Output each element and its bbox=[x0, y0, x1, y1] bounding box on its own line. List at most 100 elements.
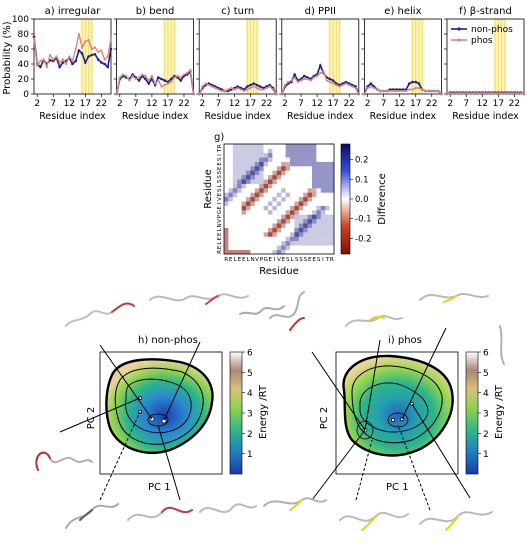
heatmap-cell bbox=[232, 144, 238, 149]
heatmap-cell bbox=[224, 218, 229, 224]
data-point bbox=[494, 92, 497, 95]
heatmap-cell bbox=[285, 174, 291, 180]
panel-i-pointer-2 bbox=[364, 339, 381, 431]
heatmap-cell bbox=[232, 196, 238, 202]
heatmap-cell bbox=[290, 240, 295, 246]
heatmap-cell bbox=[263, 236, 269, 242]
data-point bbox=[115, 92, 118, 96]
heatmap-cell bbox=[281, 166, 286, 171]
heatmap-cell bbox=[254, 192, 260, 198]
heatmap-cell bbox=[285, 214, 291, 220]
heatmap-y-tick-label: S bbox=[217, 175, 223, 179]
panel-h-pointer-4 bbox=[157, 424, 181, 501]
data-point bbox=[134, 77, 137, 81]
snapshot-h-top-left bbox=[65, 302, 135, 327]
heatmap-cell bbox=[316, 192, 322, 198]
data-point bbox=[100, 61, 103, 64]
y-tick-label: 100 bbox=[12, 15, 29, 25]
x-tick-label: 12 bbox=[477, 99, 488, 109]
heatmap-cell bbox=[298, 157, 304, 162]
heatmap-cell bbox=[237, 188, 242, 193]
panel-i-colorbar bbox=[465, 351, 479, 475]
heatmap-cell bbox=[276, 245, 282, 250]
snapshot-i-bottom-center-accent bbox=[361, 515, 377, 531]
heatmap-cell bbox=[329, 157, 335, 162]
heatmap-cell bbox=[325, 148, 330, 154]
heatmap-cell bbox=[228, 161, 234, 167]
heatmap-x-tick-label: T bbox=[325, 257, 330, 263]
data-point bbox=[169, 77, 173, 81]
heatmap-cell bbox=[329, 218, 335, 224]
data-point bbox=[430, 89, 433, 93]
heatmap-cell bbox=[272, 152, 278, 158]
heatmap-cell bbox=[272, 196, 278, 202]
x-tick-label: 2 bbox=[200, 99, 206, 109]
heatmap-cell bbox=[290, 232, 295, 237]
x-tick-label: 22 bbox=[96, 99, 107, 109]
data-point bbox=[477, 92, 481, 95]
heatmap-cell bbox=[294, 152, 300, 158]
heatmap-cell bbox=[232, 170, 238, 176]
heatmap-cell bbox=[241, 144, 247, 149]
heatmap-cell bbox=[263, 223, 269, 228]
heatmap-cell bbox=[259, 188, 264, 193]
colorbar-tick-label: 0.0 bbox=[355, 195, 369, 205]
data-point bbox=[230, 86, 233, 90]
data-point bbox=[109, 37, 113, 40]
heatmap-cell bbox=[312, 183, 317, 189]
data-point bbox=[214, 86, 217, 90]
snapshot-h-bottom-left bbox=[65, 503, 119, 529]
heatmap-cell bbox=[294, 214, 300, 220]
heatmap-cell bbox=[281, 144, 286, 149]
heatmap-cell bbox=[241, 210, 247, 215]
x-tick-label: 7 bbox=[50, 99, 56, 109]
data-point bbox=[481, 92, 484, 95]
panel-2: b) bend 2 7 12 17 22 Residue index bbox=[113, 6, 195, 122]
x-tick-label: 17 bbox=[493, 99, 504, 109]
heatmap-cell bbox=[263, 157, 269, 162]
heatmap-cell bbox=[224, 210, 229, 215]
x-tick-label: 2 bbox=[365, 99, 371, 109]
heatmap-cell bbox=[263, 214, 269, 220]
heatmap-cell bbox=[312, 148, 317, 154]
heatmap-cell bbox=[320, 144, 326, 149]
data-point bbox=[497, 92, 500, 95]
heatmap-cell bbox=[259, 161, 264, 167]
heatmap-cell bbox=[298, 166, 304, 171]
heatmap-cell bbox=[241, 205, 247, 211]
data-point bbox=[408, 88, 411, 91]
data-point bbox=[103, 58, 106, 61]
heatmap-cell bbox=[237, 201, 242, 206]
panel-title: d) PPII bbox=[305, 6, 336, 17]
heatmap-cell bbox=[268, 174, 273, 180]
data-point bbox=[144, 74, 147, 78]
data-point bbox=[55, 55, 58, 58]
heatmap-cell bbox=[241, 227, 247, 233]
heatmap-cell bbox=[276, 174, 282, 180]
colorbar-tick-label: -0.1 bbox=[355, 215, 372, 225]
heatmap-cell bbox=[228, 188, 234, 193]
heatmap-y-tick-label: G bbox=[217, 210, 223, 214]
heatmap-cell bbox=[290, 166, 295, 171]
heatmap-cell bbox=[232, 232, 238, 237]
data-point bbox=[42, 58, 45, 61]
heatmap-cells bbox=[224, 144, 335, 255]
heatmap-cell bbox=[224, 201, 229, 206]
heatmap-cell bbox=[325, 245, 330, 250]
panel-h: h) non-phos PC 1 PC 2 1 2 3 4 5 6 Energy /RT bbox=[59, 335, 269, 501]
heatmap-cell bbox=[268, 249, 273, 255]
panel-h-pointer-5 bbox=[99, 411, 141, 501]
data-point bbox=[322, 70, 325, 73]
heatmap-cell bbox=[246, 196, 251, 202]
heatmap-cell bbox=[272, 227, 278, 233]
heatmap-cell bbox=[232, 183, 238, 189]
heatmap-cell bbox=[263, 196, 269, 202]
heatmap-cell bbox=[241, 218, 247, 224]
highlight-band bbox=[163, 19, 176, 94]
data-point bbox=[449, 92, 452, 95]
heatmap-cell bbox=[303, 218, 308, 224]
data-point bbox=[77, 32, 81, 36]
heatmap-cell bbox=[232, 218, 238, 224]
panel-frame bbox=[363, 18, 442, 95]
heatmap-cell bbox=[316, 236, 322, 242]
